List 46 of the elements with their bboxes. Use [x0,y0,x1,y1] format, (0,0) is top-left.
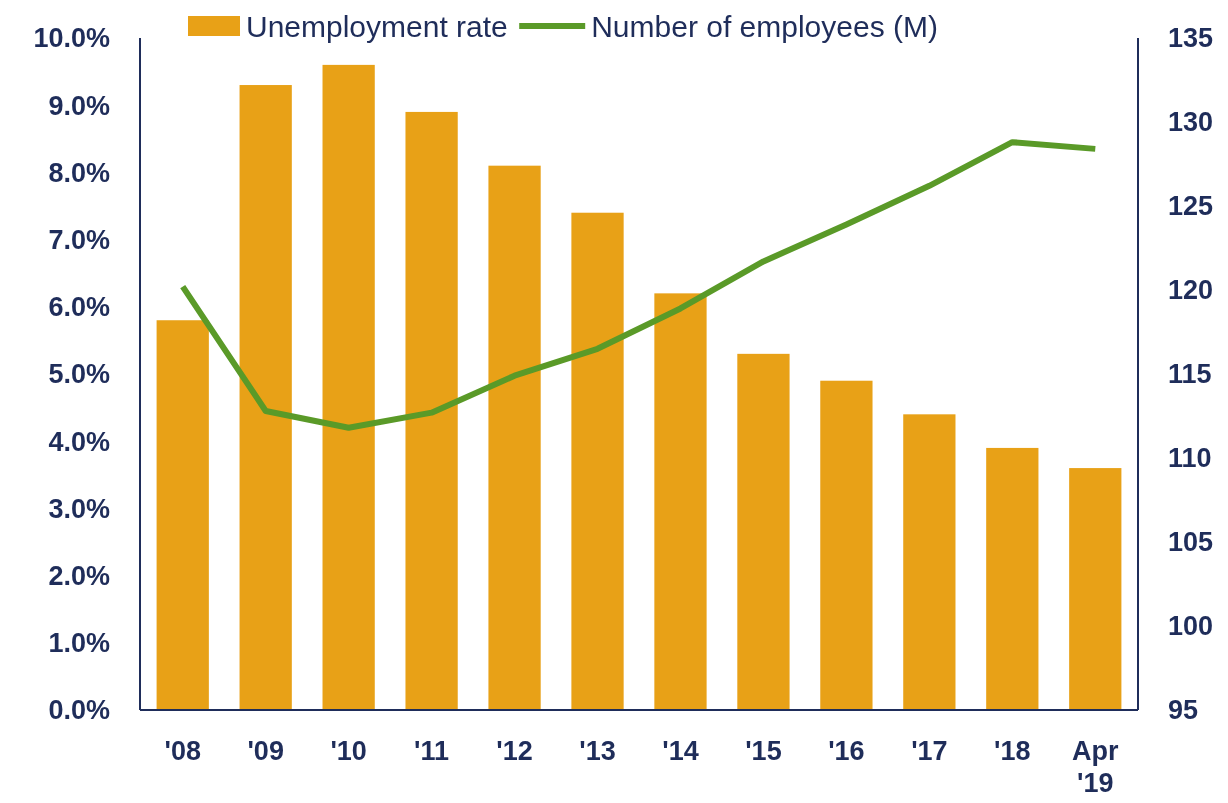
y2-tick-label: 120 [1168,275,1214,306]
x-tick-label: '12 [496,736,533,766]
y2-tick-label: 115 [1168,359,1212,390]
x-tick-label: '17 [911,736,948,766]
y2-tick-label: 110 [1168,443,1212,474]
bar [571,212,624,710]
y-tick-label: 0.0% [48,695,110,726]
y-tick-label: 2.0% [48,561,110,592]
y-tick-label: 6.0% [48,292,110,323]
x-tick-label: '15 [745,736,782,766]
y2-tick-label: 125 [1168,191,1214,222]
bar [405,111,458,710]
bar [1069,468,1122,710]
x-tick-label: '16 [828,736,865,766]
y2-tick-label: 130 [1168,107,1214,138]
y-tick-label: 1.0% [48,628,110,659]
bar [986,447,1039,710]
y2-tick-label: 105 [1168,527,1214,558]
bar [820,380,873,710]
y2-tick-label: 135 [1168,23,1214,54]
x-tick-label: '11 [414,736,450,766]
bar [322,64,375,710]
bar [654,293,707,710]
y-tick-label: 10.0% [33,23,110,54]
y-tick-label: 3.0% [48,493,110,524]
y-tick-label: 9.0% [48,90,110,121]
legend-label: Unemployment rate [246,10,508,43]
x-tick-label: '09 [247,736,284,766]
bar [488,165,541,710]
x-tick-label: '08 [164,736,201,766]
bar [239,85,292,710]
bar [903,414,956,710]
x-tick-label: '18 [994,736,1031,766]
y-tick-label: 5.0% [48,359,110,390]
x-tick-label: '10 [330,736,367,766]
x-tick-label: Apr '19 [1072,736,1120,798]
legend-label: Number of employees (M) [591,10,938,43]
y-tick-label: 4.0% [48,426,110,457]
y2-tick-label: 100 [1168,611,1214,642]
x-tick-label: '13 [579,736,616,766]
y-tick-label: 8.0% [48,157,110,188]
x-tick-label: '14 [662,736,699,766]
bar [156,320,209,710]
y-tick-label: 7.0% [48,225,110,256]
bar [737,353,790,710]
y2-tick-label: 95 [1168,695,1199,726]
